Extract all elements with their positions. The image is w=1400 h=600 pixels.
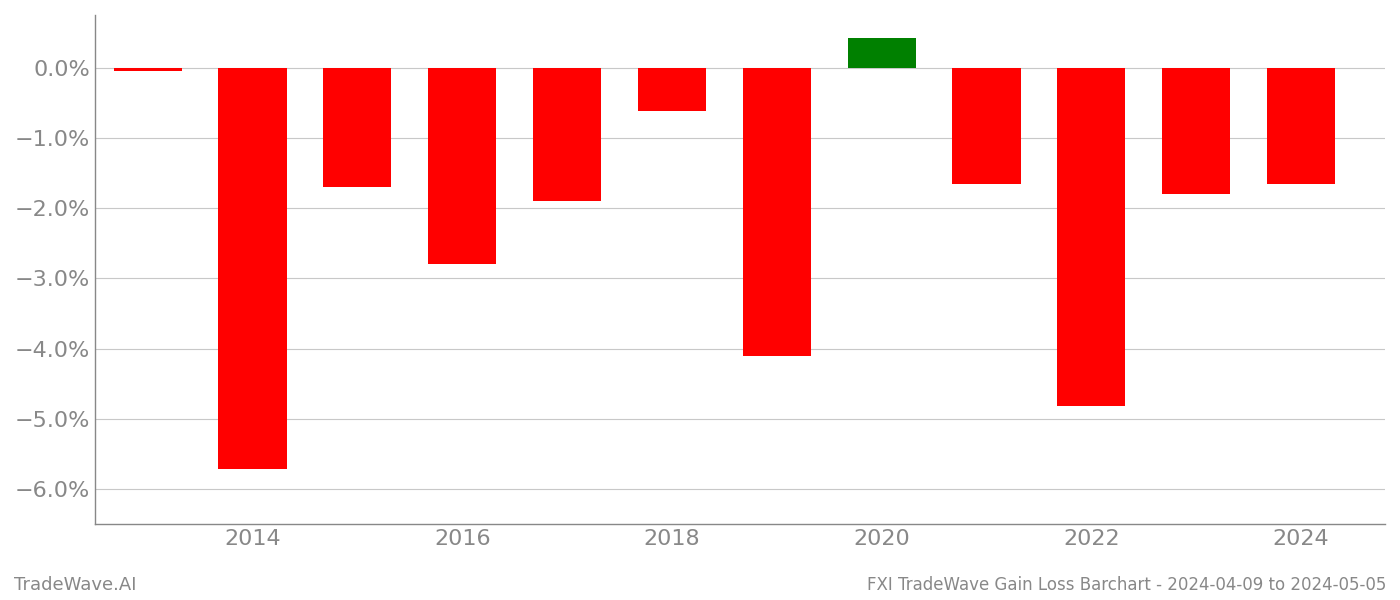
Bar [1057,68,1126,406]
Bar [533,68,601,201]
Bar [428,68,497,265]
Bar [952,68,1021,184]
Text: TradeWave.AI: TradeWave.AI [14,576,137,594]
Bar [638,68,706,111]
Bar [1267,68,1336,184]
Bar [743,68,811,356]
Text: FXI TradeWave Gain Loss Barchart - 2024-04-09 to 2024-05-05: FXI TradeWave Gain Loss Barchart - 2024-… [867,576,1386,594]
Bar [1162,68,1231,194]
Bar [113,68,182,71]
Bar [323,68,392,187]
Bar [847,38,916,68]
Bar [218,68,287,469]
